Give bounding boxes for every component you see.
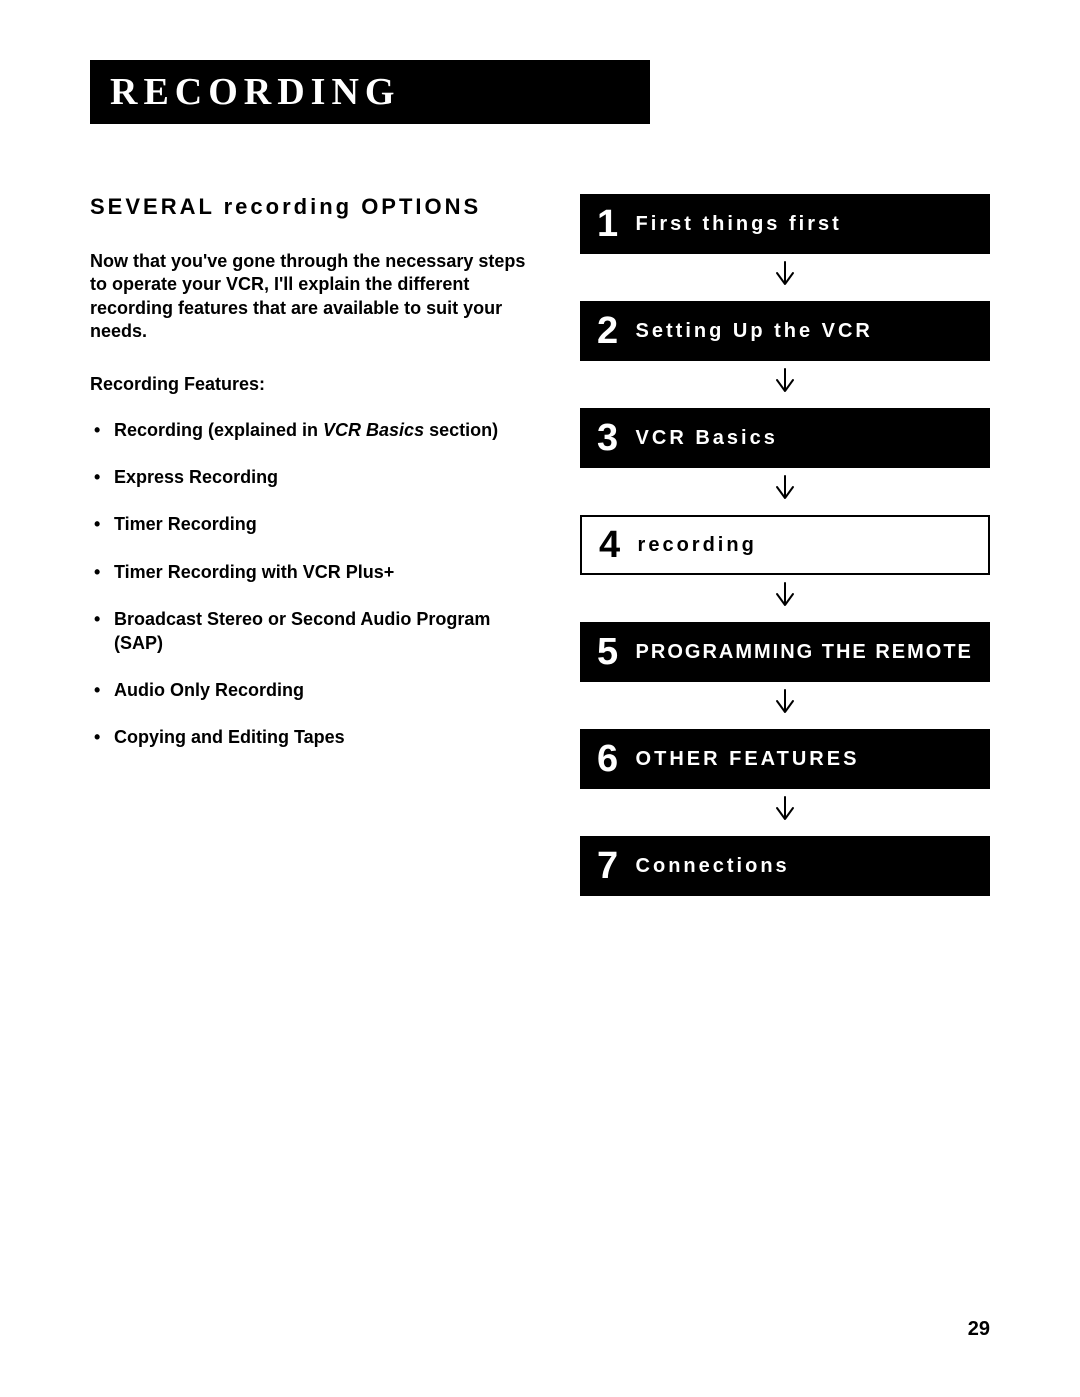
left-column: SEVERAL recording OPTIONS Now that you'v… xyxy=(90,194,540,896)
features-label: Recording Features: xyxy=(90,374,540,395)
nav-title: VCR Basics xyxy=(636,427,778,450)
feature-item: Copying and Editing Tapes xyxy=(90,726,540,749)
feature-text: Timer Recording xyxy=(114,514,257,534)
page-title-bar: RECORDING xyxy=(90,60,650,124)
feature-item: Audio Only Recording xyxy=(90,679,540,702)
nav-title: Setting Up the VCR xyxy=(636,320,873,343)
feature-text: Recording (explained in VCR Basics secti… xyxy=(114,420,498,440)
feature-item: Recording (explained in VCR Basics secti… xyxy=(90,419,540,442)
nav-title: PROGRAMMING THE REMOTE xyxy=(636,641,973,664)
nav-number: 6 xyxy=(580,738,636,781)
nav-title: OTHER FEATURES xyxy=(636,748,860,771)
nav-arrow xyxy=(580,682,990,729)
page-number: 29 xyxy=(968,1318,990,1341)
page-title: RECORDING xyxy=(110,71,400,113)
nav-title: Connections xyxy=(636,855,790,878)
nav-title: recording xyxy=(638,534,757,557)
intro-paragraph: Now that you've gone through the necessa… xyxy=(90,250,540,344)
content-columns: SEVERAL recording OPTIONS Now that you'v… xyxy=(90,194,990,896)
down-arrow-icon xyxy=(774,581,796,607)
manual-page: RECORDING SEVERAL recording OPTIONS Now … xyxy=(0,0,1080,1397)
nav-number: 2 xyxy=(580,310,636,353)
features-list: Recording (explained in VCR Basics secti… xyxy=(90,419,540,750)
nav-arrow xyxy=(580,575,990,622)
feature-text: Audio Only Recording xyxy=(114,680,304,700)
nav-arrow xyxy=(580,361,990,408)
feature-text: Broadcast Stereo or Second Audio Program… xyxy=(114,609,490,652)
nav-number: 4 xyxy=(582,524,638,567)
feature-text: Timer Recording with VCR Plus+ xyxy=(114,562,394,582)
nav-item-2[interactable]: 2Setting Up the VCR xyxy=(580,301,990,361)
feature-item: Broadcast Stereo or Second Audio Program… xyxy=(90,608,540,655)
feature-item: Timer Recording xyxy=(90,513,540,536)
nav-item-7[interactable]: 7Connections xyxy=(580,836,990,896)
section-heading: SEVERAL recording OPTIONS xyxy=(90,194,540,220)
nav-number: 3 xyxy=(580,417,636,460)
feature-text: Express Recording xyxy=(114,467,278,487)
down-arrow-icon xyxy=(774,474,796,500)
down-arrow-icon xyxy=(774,367,796,393)
nav-item-5[interactable]: 5PROGRAMMING THE REMOTE xyxy=(580,622,990,682)
nav-item-1[interactable]: 1First things first xyxy=(580,194,990,254)
nav-arrow xyxy=(580,789,990,836)
nav-title: First things first xyxy=(636,213,842,236)
feature-item: Express Recording xyxy=(90,466,540,489)
down-arrow-icon xyxy=(774,795,796,821)
down-arrow-icon xyxy=(774,260,796,286)
nav-number: 7 xyxy=(580,845,636,888)
down-arrow-icon xyxy=(774,688,796,714)
nav-item-3[interactable]: 3VCR Basics xyxy=(580,408,990,468)
feature-item: Timer Recording with VCR Plus+ xyxy=(90,561,540,584)
nav-item-6[interactable]: 6OTHER FEATURES xyxy=(580,729,990,789)
nav-arrow xyxy=(580,468,990,515)
nav-arrow xyxy=(580,254,990,301)
chapter-nav-list: 1First things first 2Setting Up the VCR 3V… xyxy=(580,194,990,896)
feature-text: Copying and Editing Tapes xyxy=(114,727,345,747)
nav-number: 5 xyxy=(580,631,636,674)
right-column-nav: 1First things first 2Setting Up the VCR 3V… xyxy=(580,194,990,896)
nav-item-4[interactable]: 4recording xyxy=(580,515,990,575)
nav-number: 1 xyxy=(580,203,636,246)
